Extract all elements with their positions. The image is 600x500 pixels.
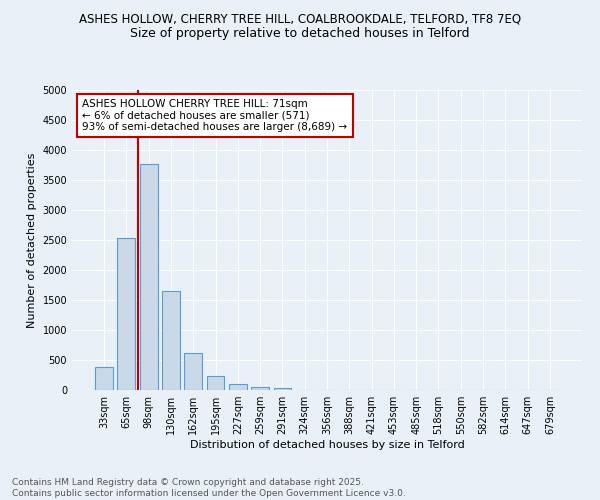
Text: Contains HM Land Registry data © Crown copyright and database right 2025.
Contai: Contains HM Land Registry data © Crown c…: [12, 478, 406, 498]
Bar: [162, 291, 180, 390]
Bar: [206, 376, 224, 390]
Bar: [229, 384, 247, 390]
X-axis label: Distribution of detached houses by size in Telford: Distribution of detached houses by size …: [190, 440, 464, 450]
Bar: [140, 164, 158, 390]
Bar: [95, 367, 113, 390]
Bar: [274, 388, 292, 390]
Text: ASHES HOLLOW, CHERRY TREE HILL, COALBROOKDALE, TELFORD, TF8 7EQ: ASHES HOLLOW, CHERRY TREE HILL, COALBROO…: [79, 12, 521, 26]
Text: ASHES HOLLOW CHERRY TREE HILL: 71sqm
← 6% of detached houses are smaller (571)
9: ASHES HOLLOW CHERRY TREE HILL: 71sqm ← 6…: [82, 99, 347, 132]
Bar: [184, 353, 202, 390]
Text: Size of property relative to detached houses in Telford: Size of property relative to detached ho…: [130, 28, 470, 40]
Bar: [118, 238, 136, 390]
Y-axis label: Number of detached properties: Number of detached properties: [27, 152, 37, 328]
Bar: [251, 388, 269, 390]
